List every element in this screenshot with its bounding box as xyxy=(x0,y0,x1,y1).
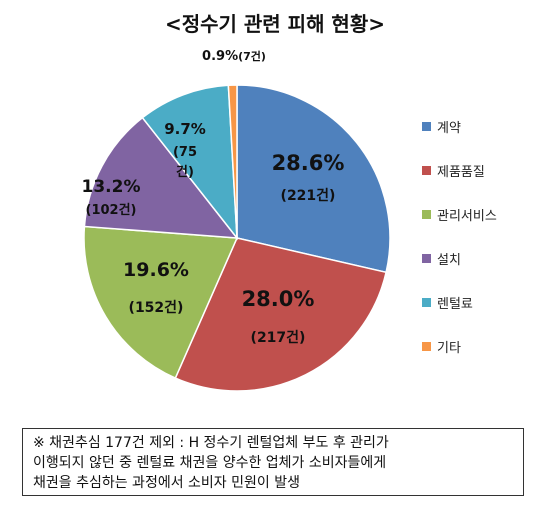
data-label-percent-1: 28.6% xyxy=(272,151,345,175)
data-label-count-3: (152건) xyxy=(129,299,184,316)
data-label-percent-3: 19.6% xyxy=(123,259,189,281)
legend-item-6: 기타 xyxy=(422,324,497,368)
footnote-line-1: ※ 채권추심 177건 제외 : H 정수기 렌털업체 부도 후 관리가 xyxy=(33,435,389,451)
legend-item-2: 제품품질 xyxy=(422,148,497,192)
data-label-count-4: (102건) xyxy=(86,202,137,218)
legend-item-3: 관리서비스 xyxy=(422,192,497,236)
data-label-percent-4: 13.2% xyxy=(82,177,141,197)
footnote-box: ※ 채권추심 177건 제외 : H 정수기 렌털업체 부도 후 관리가 이행되… xyxy=(22,428,524,496)
legend-item-1: 계약 xyxy=(422,104,497,148)
legend-swatch-2 xyxy=(422,165,431,175)
legend-item-4: 설치 xyxy=(422,236,497,280)
legend-swatch-5 xyxy=(422,297,431,307)
data-label-count-2: (217건) xyxy=(251,329,306,346)
data-label-count-5-b: 건) xyxy=(176,164,194,180)
legend-label-2: 제품품질 xyxy=(437,164,485,180)
pie-chart: 28.6% (221건) 28.0% (217건) 19.6% (152건) 13.2% (1… xyxy=(82,49,391,392)
legend-label-3: 관리서비스 xyxy=(437,208,497,224)
legend-swatch-3 xyxy=(422,209,431,219)
pie-slice-4 xyxy=(83,116,239,239)
legend-label-4: 설치 xyxy=(437,252,461,268)
legend-item-5: 렌털료 xyxy=(422,280,497,324)
data-label-count-6: (7건) xyxy=(238,49,266,63)
legend-label-5: 렌털료 xyxy=(437,296,473,312)
data-label-percent-2: 28.0% xyxy=(242,287,315,311)
footnote-line-2: 이행되지 않던 중 렌털료 채권을 양수한 업체가 소비자들에게 xyxy=(33,455,387,471)
legend-swatch-6 xyxy=(422,341,431,351)
legend-label-6: 기타 xyxy=(437,340,461,356)
chart-title: <정수기 관련 피해 현황> xyxy=(164,12,385,36)
pie-slice-2 xyxy=(174,237,387,392)
data-label-percent-6: 0.9% xyxy=(202,49,238,64)
data-label-count-1: (221건) xyxy=(281,187,336,204)
pie-slice-5 xyxy=(141,84,238,241)
footnote-line-3: 채권을 추심하는 과정에서 소비자 민원이 발생 xyxy=(33,475,300,491)
legend-swatch-4 xyxy=(422,253,431,263)
pie-slice-6 xyxy=(227,84,238,239)
data-label-6: 0.9%(7건) xyxy=(202,49,266,64)
legend-label-1: 계약 xyxy=(437,120,461,136)
pie-slice-3 xyxy=(83,225,239,380)
data-label-count-5-a: (75 xyxy=(173,145,197,160)
pie-slice-1 xyxy=(236,84,391,274)
data-label-percent-5: 9.7% xyxy=(164,120,206,138)
legend-swatch-1 xyxy=(422,121,431,131)
